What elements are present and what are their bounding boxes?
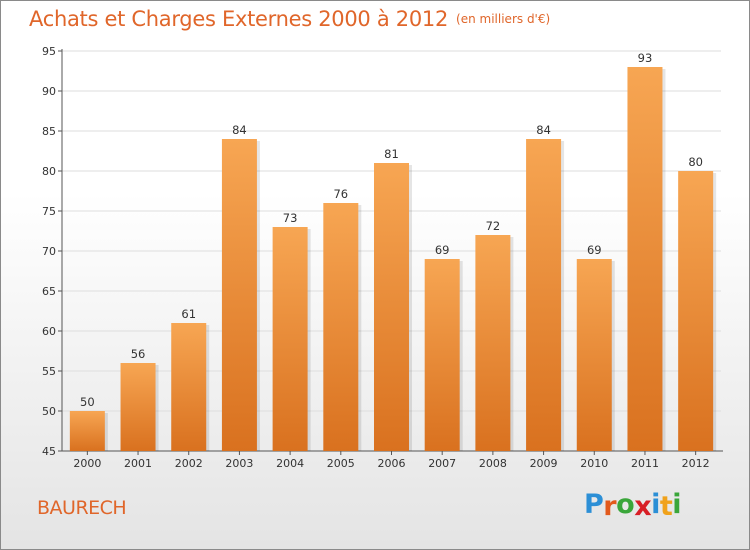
y-tick-label: 75	[42, 205, 56, 218]
logo-letter: t	[659, 491, 673, 522]
y-tick-label: 45	[42, 445, 56, 458]
x-tick-label: 2011	[631, 457, 659, 470]
data-label: 50	[80, 395, 95, 409]
data-label: 93	[638, 51, 653, 65]
y-tick-label: 70	[42, 245, 56, 258]
bar-2000[interactable]	[69, 411, 105, 451]
bar-2006[interactable]	[374, 163, 409, 451]
logo-letter: P	[584, 489, 604, 520]
y-tick-label: 80	[42, 165, 56, 178]
chart-title: Achats et Charges Externes 2000 à 2012	[29, 7, 449, 31]
data-label: 84	[232, 123, 247, 137]
x-tick-label: 2012	[682, 457, 710, 470]
data-label: 56	[131, 347, 146, 361]
data-label: 76	[333, 187, 348, 201]
proxiti-logo[interactable]: Proxiti	[584, 489, 682, 522]
bars	[69, 67, 717, 451]
y-tick-label: 95	[42, 45, 56, 58]
x-tick-label: 2009	[530, 457, 558, 470]
commune-name: BAURECH	[37, 497, 127, 519]
x-tick-label: 2002	[175, 457, 203, 470]
bar-2010[interactable]	[576, 259, 612, 451]
title-line: Achats et Charges Externes 2000 à 2012 (e…	[29, 7, 550, 31]
bar-2008[interactable]	[475, 235, 511, 451]
x-tick-label: 2005	[327, 457, 355, 470]
y-tick-label: 50	[42, 405, 56, 418]
bar-2004[interactable]	[272, 227, 308, 451]
bar-2002[interactable]	[171, 323, 207, 451]
bar-2012[interactable]	[678, 171, 714, 451]
logo-letter: x	[634, 491, 652, 522]
bar-2009[interactable]	[526, 139, 562, 451]
labels: 45 50 55 60 65 70 75 80 85 90 95 50 2000 56 2001 61 2002…	[42, 45, 710, 470]
data-label: 80	[688, 155, 703, 169]
bar-2001[interactable]	[120, 363, 156, 451]
data-label: 72	[486, 219, 501, 233]
logo-letter: r	[603, 491, 617, 522]
x-tick-label: 2000	[73, 457, 101, 470]
x-tick-label: 2007	[428, 457, 456, 470]
data-label: 69	[587, 243, 602, 257]
x-tick-label: 2008	[479, 457, 507, 470]
bar-2007[interactable]	[424, 259, 460, 451]
logo-letter: o	[616, 489, 635, 520]
y-tick-label: 90	[42, 85, 56, 98]
data-label: 84	[536, 123, 551, 137]
x-tick-label: 2010	[580, 457, 608, 470]
logo-letter: i	[672, 489, 682, 520]
y-tick-label: 65	[42, 285, 56, 298]
chart-subtitle: (en milliers d'€)	[456, 12, 551, 26]
y-tick-label: 55	[42, 365, 56, 378]
x-tick-label: 2004	[276, 457, 304, 470]
logo-letter: i	[651, 489, 660, 520]
x-tick-label: 2006	[378, 457, 406, 470]
bar-2003[interactable]	[221, 139, 257, 451]
bar-2005[interactable]	[323, 203, 359, 451]
data-label: 61	[181, 307, 196, 321]
bar-2011[interactable]	[627, 67, 663, 451]
data-label: 73	[283, 211, 298, 225]
y-tick-label: 60	[42, 325, 56, 338]
x-tick-label: 2003	[225, 457, 253, 470]
y-tick-label: 85	[42, 125, 56, 138]
data-label: 69	[435, 243, 450, 257]
x-tick-label: 2001	[124, 457, 152, 470]
data-label: 81	[384, 147, 399, 161]
